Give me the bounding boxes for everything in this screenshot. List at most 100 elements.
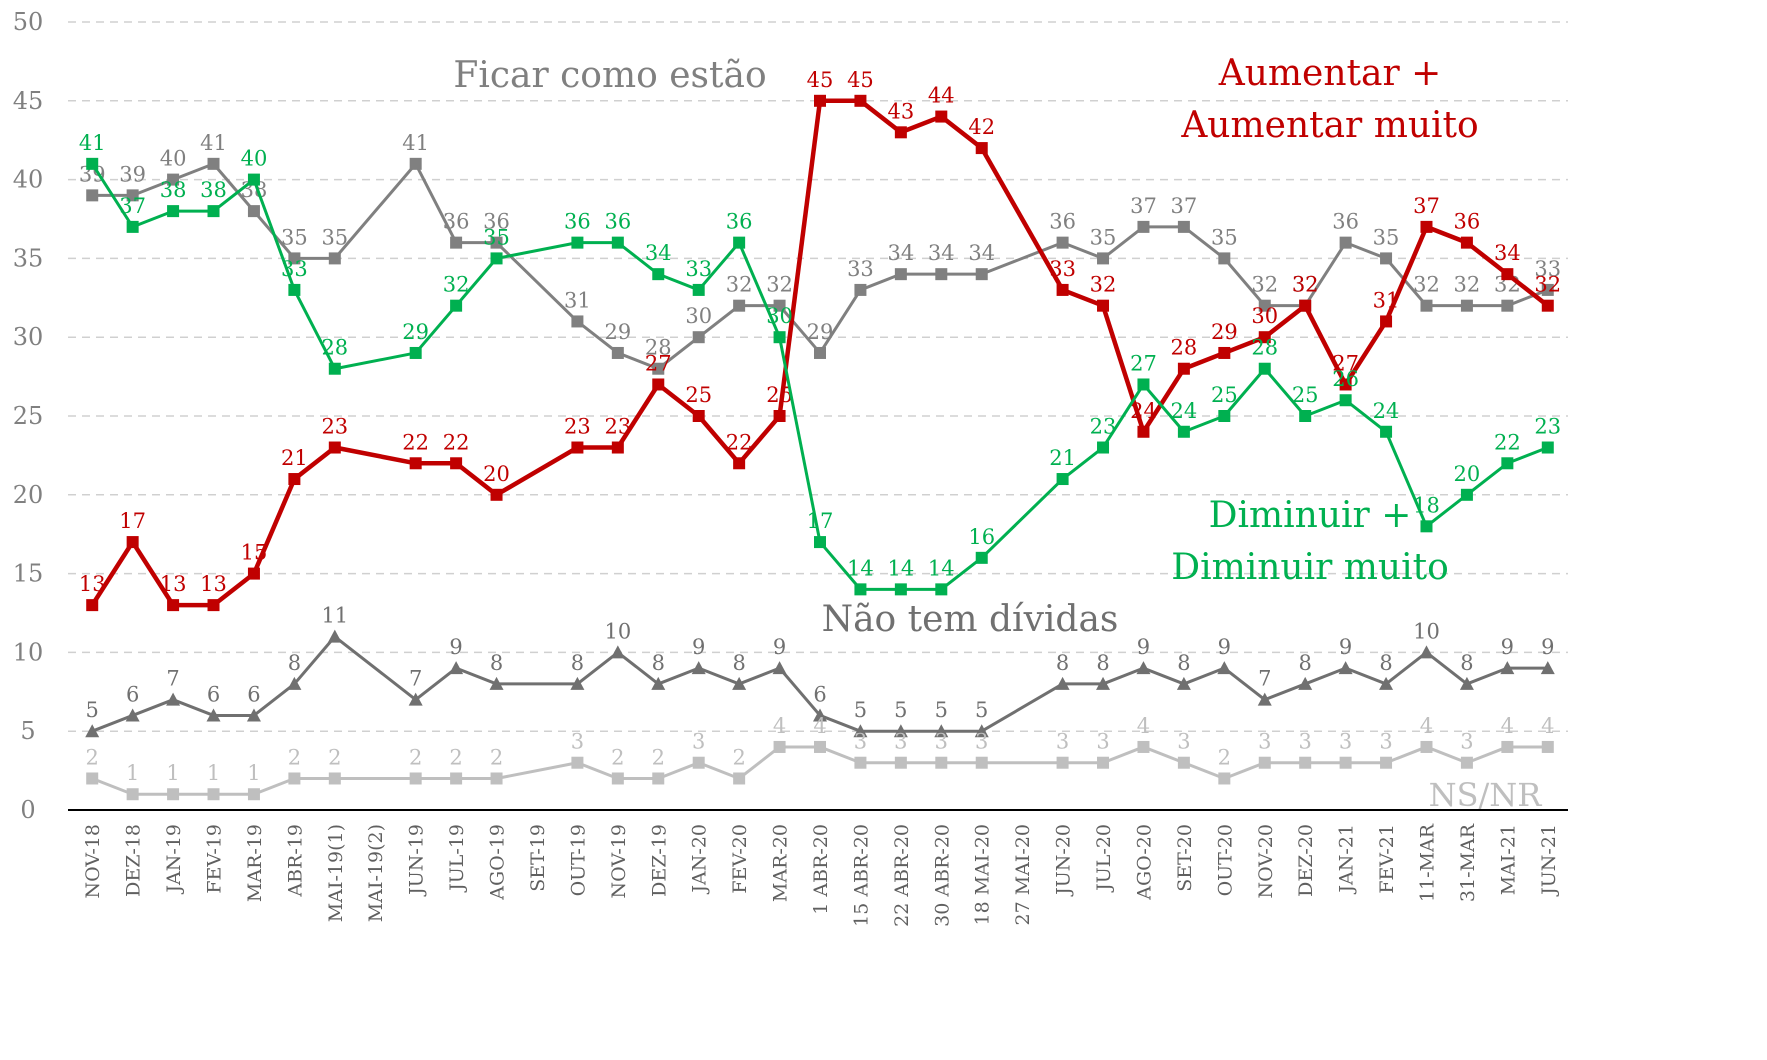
x-tick-label: 15 ABR-20 [850, 824, 872, 927]
marker [935, 583, 948, 596]
marker [1257, 692, 1272, 706]
marker [86, 157, 99, 170]
marker [1380, 315, 1393, 328]
data-label: 25 [1211, 383, 1238, 407]
data-label: 6 [207, 682, 220, 706]
marker [247, 788, 260, 801]
line-segment [1223, 257, 1266, 307]
data-label: 10 [604, 619, 631, 643]
line-segment [1506, 446, 1549, 465]
marker [894, 756, 907, 769]
line-segment [253, 682, 296, 717]
line-segment [616, 241, 660, 276]
line-segment [1425, 651, 1468, 686]
data-label: 15 [241, 541, 268, 565]
data-label: 8 [1056, 651, 1069, 675]
line-segment [617, 351, 659, 371]
y-tick-label: 35 [13, 244, 44, 272]
marker [450, 299, 463, 312]
y-tick-label: 5 [20, 717, 35, 745]
marker [854, 94, 867, 107]
marker [773, 740, 786, 753]
line-segment [132, 698, 174, 717]
marker [692, 410, 705, 422]
marker [571, 236, 584, 249]
data-label: 1 [247, 761, 260, 785]
line-segment [496, 241, 578, 260]
marker [327, 629, 342, 643]
x-tick-label: 27 MAI-20 [1012, 824, 1034, 926]
marker [207, 599, 220, 612]
marker [1460, 236, 1473, 249]
data-label: 32 [1251, 273, 1278, 297]
line-segment [414, 163, 458, 244]
data-label: 36 [604, 210, 631, 234]
data-label: 35 [281, 225, 308, 249]
marker [409, 457, 422, 470]
data-label: 2 [409, 745, 422, 769]
data-label: 3 [1339, 730, 1352, 754]
line-segment [172, 698, 215, 717]
marker [489, 676, 504, 690]
data-label: 27 [1332, 351, 1359, 375]
data-label: 8 [1177, 651, 1190, 675]
marker [126, 220, 139, 233]
legend-label: NS/NR [1428, 776, 1542, 814]
line-segment [414, 304, 458, 354]
data-label: 2 [86, 745, 99, 769]
line-segment [939, 114, 984, 150]
data-label: 29 [807, 320, 834, 344]
x-tick-label: DEZ-18 [123, 824, 145, 897]
marker [1298, 676, 1313, 690]
line-segment [1264, 682, 1306, 702]
data-label: 32 [1454, 273, 1481, 297]
marker [126, 536, 139, 549]
line-segment [1263, 367, 1307, 417]
data-label: 45 [807, 68, 834, 92]
marker [450, 457, 463, 470]
data-label: 3 [571, 730, 584, 754]
line-segment [1223, 761, 1266, 780]
data-label: 2 [1218, 745, 1231, 769]
marker [125, 708, 140, 722]
x-tick-label: 30 ABR-20 [931, 824, 953, 927]
line-segment [1142, 745, 1185, 765]
marker [328, 441, 341, 454]
data-label: 7 [166, 667, 179, 691]
data-label: 4 [813, 714, 826, 738]
line-segment [698, 761, 740, 780]
marker [449, 661, 464, 675]
y-tick-label: 25 [13, 402, 44, 430]
marker [1541, 441, 1554, 454]
line-segment [615, 383, 661, 449]
data-label: 8 [1379, 651, 1392, 675]
marker [1097, 252, 1110, 265]
data-label: 32 [1413, 273, 1440, 297]
data-label: 3 [1258, 730, 1271, 754]
data-label: 35 [483, 225, 510, 249]
x-tick-label: FEV-19 [204, 824, 226, 894]
data-label: 5 [86, 698, 99, 722]
x-tick-label: 1 ABR-20 [810, 824, 832, 915]
marker [773, 410, 786, 422]
marker [571, 315, 584, 328]
marker [692, 283, 705, 296]
data-label: 38 [160, 178, 187, 202]
data-label: 6 [247, 682, 260, 706]
marker [975, 142, 988, 155]
line-segment [819, 745, 861, 765]
data-label: 8 [1299, 651, 1312, 675]
marker [652, 362, 665, 375]
marker [1419, 645, 1434, 659]
data-label: 34 [645, 241, 672, 265]
marker [894, 126, 907, 139]
line-segment [657, 272, 700, 292]
marker [893, 724, 908, 738]
data-label: 16 [968, 525, 995, 549]
marker [450, 236, 463, 249]
line-segment [1102, 225, 1145, 260]
marker [773, 299, 786, 312]
marker [772, 661, 787, 675]
marker [207, 205, 220, 218]
marker [206, 708, 221, 722]
